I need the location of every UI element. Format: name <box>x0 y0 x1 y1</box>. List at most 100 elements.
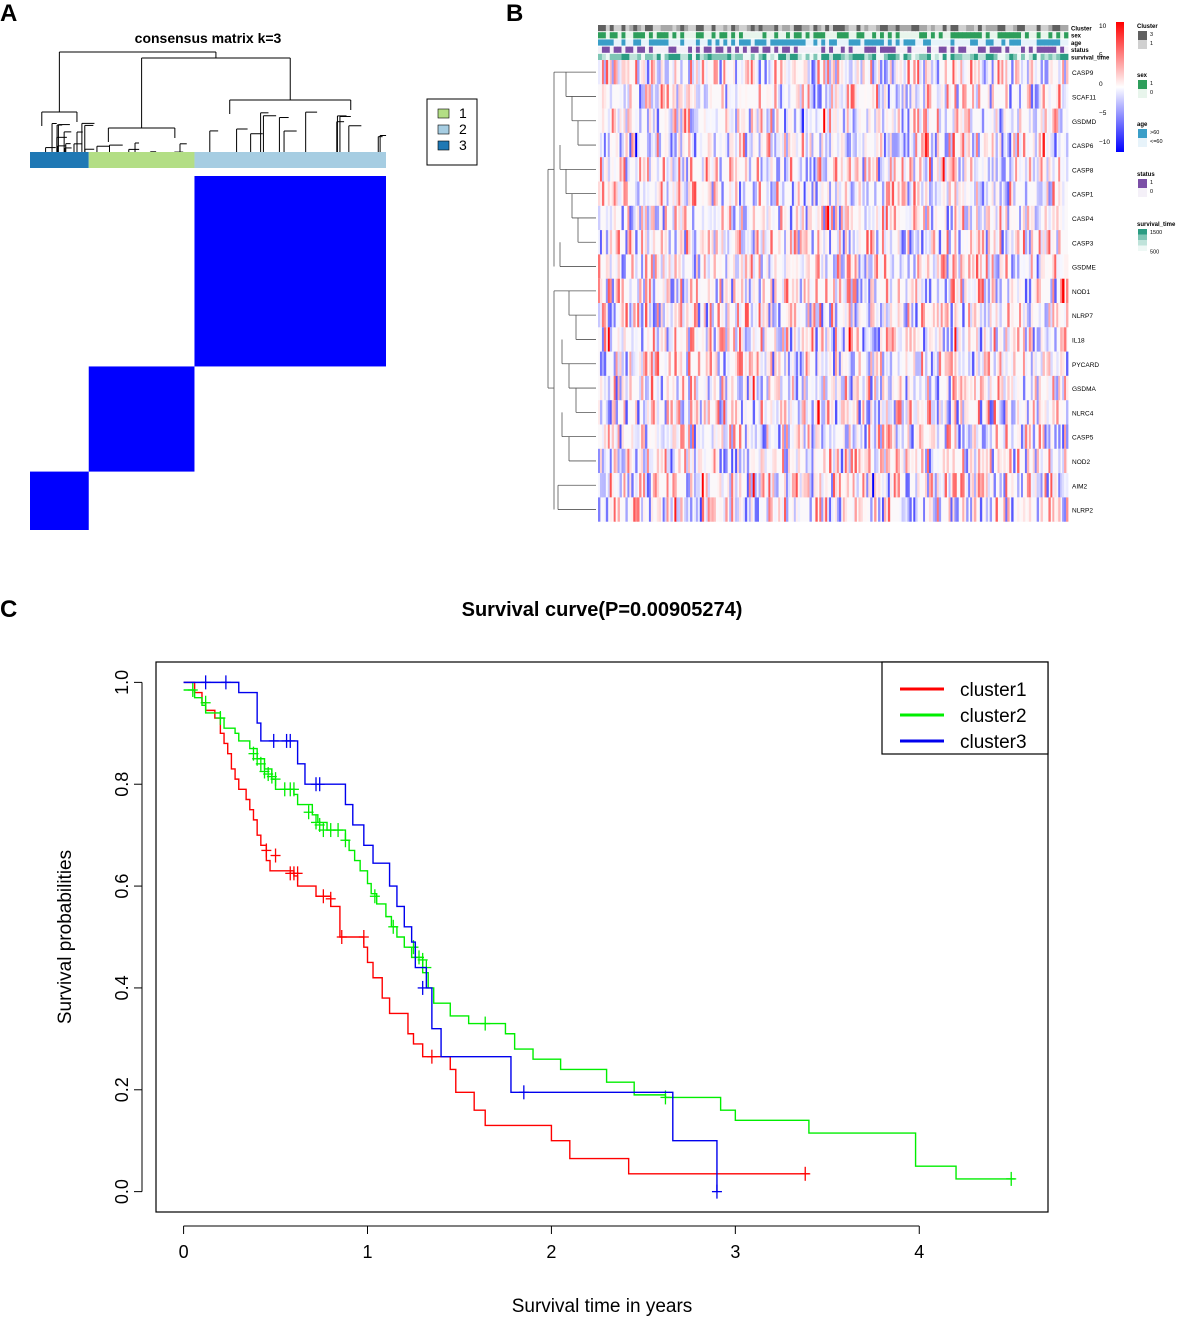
heatmap-cell <box>983 303 987 328</box>
heatmap-cell <box>709 351 712 376</box>
heatmap-cell <box>823 303 826 328</box>
annotation-cell <box>833 32 838 39</box>
annotation-cell <box>825 53 830 60</box>
heatmap-cell <box>666 327 669 352</box>
annotation-cell <box>652 39 658 46</box>
heatmap-cell <box>874 132 877 158</box>
heatmap-cell <box>919 424 922 449</box>
annotation-cell <box>758 46 763 53</box>
heatmap-cell <box>972 448 975 474</box>
heatmap-cell <box>701 230 705 255</box>
heatmap-cell <box>846 205 850 231</box>
heatmap-cell <box>674 473 677 498</box>
heatmap-cell <box>680 375 683 401</box>
heatmap-cell <box>656 254 660 279</box>
heatmap-cell <box>899 132 902 158</box>
heatmap-cell <box>641 327 644 352</box>
heatmap-cell <box>887 132 891 158</box>
heatmap-cell <box>627 157 630 182</box>
heatmap-cell <box>874 181 877 206</box>
heatmap-cell <box>887 84 891 109</box>
heatmap-cell <box>791 375 795 401</box>
heatmap-cell <box>611 60 615 85</box>
heatmap-cell <box>697 424 701 449</box>
heatmap-cell <box>766 84 769 109</box>
heatmap-cell <box>601 181 605 206</box>
heatmap-cell <box>942 157 946 182</box>
annotation-cell <box>1017 25 1022 32</box>
heatmap-cell <box>817 205 820 231</box>
heatmap-cell <box>629 205 632 231</box>
heatmap-cell <box>688 448 691 474</box>
heatmap-cell <box>676 327 679 352</box>
heatmap-cell <box>650 400 654 425</box>
heatmap-cell <box>674 278 677 303</box>
heatmap-cell <box>676 60 679 85</box>
color-scale-tick: 10 <box>1099 23 1107 30</box>
heatmap-cell <box>858 181 861 206</box>
heatmap-cell <box>682 351 685 376</box>
heatmap-cell <box>739 424 742 449</box>
heatmap-cell <box>690 108 693 133</box>
heatmap-cell <box>599 157 603 182</box>
heatmap-cell <box>1024 327 1028 352</box>
heatmap-cell <box>821 400 824 425</box>
heatmap-cell <box>737 448 740 474</box>
heatmap-cell <box>674 254 677 279</box>
annotation-cell <box>672 25 677 32</box>
heatmap-cell <box>697 60 701 85</box>
heatmap-cell <box>721 424 724 449</box>
heatmap-cell <box>930 473 934 498</box>
heatmap-cell <box>750 351 754 376</box>
heatmap-cell <box>688 132 691 158</box>
heatmap-cell <box>938 400 942 425</box>
heatmap-cell <box>793 181 797 206</box>
heatmap-cell <box>639 448 642 474</box>
heatmap-cell <box>1013 327 1016 352</box>
heatmap-cell <box>995 157 998 182</box>
annotation-cell <box>719 46 724 53</box>
heatmap-cell <box>979 327 983 352</box>
legend-swatch <box>1138 240 1147 246</box>
heatmap-cell <box>815 400 818 425</box>
heatmap-cell <box>852 473 855 498</box>
heatmap-cell <box>598 448 601 474</box>
heatmap-cell <box>946 375 949 401</box>
heatmap-cell <box>981 205 985 231</box>
heatmap-cell <box>813 303 816 328</box>
heatmap-cell <box>1024 157 1028 182</box>
heatmap-cell <box>752 327 756 352</box>
heatmap-cell <box>928 108 932 133</box>
heatmap-cell <box>1052 278 1055 303</box>
heatmap-cell <box>758 108 761 133</box>
heatmap-cell <box>1026 448 1030 474</box>
heatmap-cell <box>836 132 840 158</box>
heatmap-cell <box>705 351 709 376</box>
heatmap-cell <box>754 230 758 255</box>
heatmap-cell <box>611 424 615 449</box>
heatmap-cell <box>725 108 728 133</box>
heatmap-cell <box>670 254 673 279</box>
heatmap-cell <box>889 327 893 352</box>
heatmap-cell <box>1021 254 1024 279</box>
heatmap-cell <box>598 254 601 279</box>
heatmap-cell <box>648 132 652 158</box>
heatmap-cell <box>974 181 977 206</box>
heatmap-cell <box>831 60 834 85</box>
heatmap-cell <box>1001 400 1004 425</box>
heatmap-cell <box>746 60 750 85</box>
heatmap-cell <box>905 278 908 303</box>
heatmap-cell <box>1011 473 1014 498</box>
annotation-track-label: survival_time <box>1071 55 1110 61</box>
annotation-cell <box>970 32 975 39</box>
annotation-cell <box>782 53 787 60</box>
heatmap-cell <box>750 327 754 352</box>
annotation-cell <box>786 46 791 53</box>
heatmap-cell <box>795 132 799 158</box>
heatmap-cell <box>932 327 936 352</box>
heatmap-cell <box>646 157 650 182</box>
heatmap-cell <box>739 254 742 279</box>
heatmap-cell <box>895 448 899 474</box>
annotation-cell <box>836 25 842 32</box>
heatmap-cell <box>1050 60 1053 85</box>
